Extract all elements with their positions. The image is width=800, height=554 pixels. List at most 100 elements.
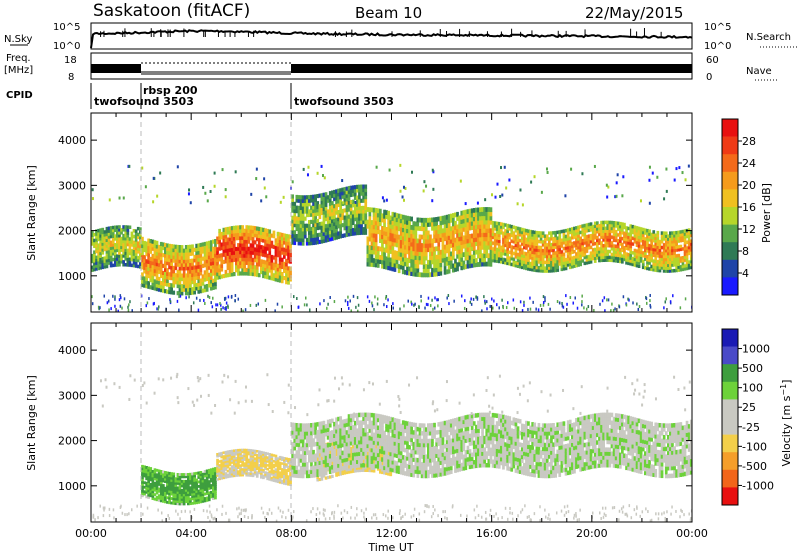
echo-cell — [649, 303, 651, 307]
echo-cell — [251, 229, 255, 234]
echo-cell — [399, 163, 402, 167]
echo-cell — [581, 224, 585, 228]
echo-cell — [143, 262, 146, 267]
echo-cell — [619, 259, 622, 264]
echo-cell — [268, 476, 272, 479]
echo-cell — [371, 304, 374, 308]
echo-cell — [358, 188, 361, 193]
echo-cell — [362, 212, 365, 218]
echo-cell — [585, 226, 589, 230]
echo-cell — [99, 237, 102, 241]
echo-cell — [575, 243, 578, 248]
echo-cell — [604, 252, 608, 257]
echo-cell — [596, 224, 599, 228]
echo-cell — [651, 171, 654, 175]
echo-cell — [145, 259, 148, 264]
echo-cell — [353, 192, 357, 197]
echo-cell — [103, 244, 107, 249]
echo-cell — [239, 456, 242, 460]
echo-cell — [481, 219, 484, 225]
echo-cell — [278, 465, 282, 469]
echo-cell — [483, 253, 486, 259]
echo-cell — [301, 209, 305, 214]
echo-cell — [220, 453, 224, 457]
echo-cell — [539, 237, 543, 241]
echo-cell — [326, 220, 330, 225]
echo-cell — [301, 230, 305, 235]
echo-cell — [333, 232, 336, 237]
echo-cell — [433, 234, 436, 239]
echo-cell — [207, 294, 209, 298]
echo-cell — [431, 217, 434, 223]
echo-cell — [512, 237, 516, 241]
echo-cell — [406, 228, 409, 234]
echo-cell — [310, 198, 313, 203]
echo-cell — [189, 290, 192, 296]
echo-cell — [235, 468, 238, 472]
echo-cell — [268, 470, 272, 473]
echo-cell — [249, 232, 253, 237]
echo-cell — [153, 484, 157, 487]
echo-cell — [623, 251, 626, 256]
echo-cell — [408, 241, 411, 247]
echo-cell — [207, 265, 211, 270]
echo-cell — [130, 252, 134, 256]
echo-cell — [335, 207, 338, 212]
echo-cell — [174, 484, 178, 487]
echo-cell — [614, 256, 618, 260]
echo-cell — [109, 263, 113, 268]
echo-cell — [360, 216, 363, 221]
echo-cell — [573, 232, 576, 237]
echo-cell — [162, 479, 165, 483]
echo-cell — [205, 273, 209, 278]
echo-cell — [201, 281, 205, 286]
echo-cell — [497, 259, 501, 264]
echo-cell — [241, 250, 244, 255]
echo-cell — [639, 256, 643, 260]
echo-cell — [216, 474, 219, 477]
echo-cell — [312, 223, 315, 228]
echo-cell — [420, 243, 424, 248]
echo-cell — [514, 263, 518, 268]
echo-cell — [153, 301, 155, 305]
echo-cell — [495, 230, 499, 234]
echo-cell — [241, 458, 244, 461]
echo-cell — [166, 485, 169, 488]
echo-cell — [652, 247, 656, 252]
echo-cell — [452, 255, 455, 260]
echo-cell — [151, 239, 155, 244]
echo-cell — [575, 255, 578, 259]
echo-cell — [606, 220, 610, 225]
echo-cell — [109, 252, 113, 256]
echo-cell — [118, 260, 121, 264]
echo-cell — [108, 198, 111, 202]
echo-cell — [583, 250, 587, 254]
echo-cell — [387, 219, 390, 224]
echo-cell — [484, 299, 486, 303]
echo-cell — [285, 478, 288, 482]
echo-cell — [633, 263, 637, 267]
echo-cell — [600, 241, 603, 245]
echo-cell — [168, 474, 171, 477]
echo-cell — [176, 473, 180, 476]
echo-cell — [379, 246, 382, 252]
echo-cell — [521, 309, 524, 312]
echo-cell — [216, 462, 219, 466]
echo-cell — [371, 301, 373, 305]
echo-cell — [278, 473, 282, 476]
echo-cell — [533, 239, 537, 243]
echo-cell — [658, 242, 662, 247]
echo-cell — [116, 260, 119, 264]
echo-cell — [610, 235, 614, 239]
echo-cell — [554, 254, 557, 258]
echo-cell — [153, 477, 157, 481]
echo-cell — [124, 263, 128, 267]
echo-cell — [224, 456, 228, 460]
echo-cell — [333, 218, 336, 223]
echo-cell — [178, 273, 182, 278]
echo-cell — [401, 252, 405, 258]
echo-cell — [157, 496, 161, 500]
echo-cell — [291, 240, 294, 245]
cpid-label: CPID — [6, 90, 33, 101]
echo-cell — [489, 219, 493, 225]
